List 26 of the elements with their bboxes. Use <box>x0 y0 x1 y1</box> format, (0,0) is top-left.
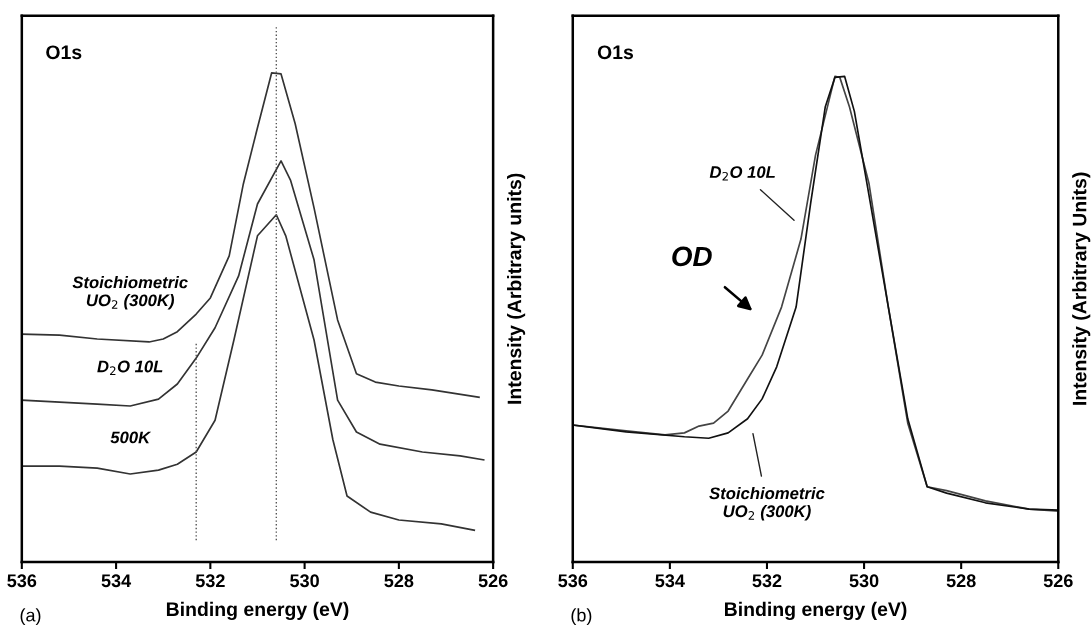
x-tick-label: 534 <box>101 574 132 588</box>
x-tick-label: 536 <box>7 574 37 588</box>
text: Stoichiometric UO$_{2}$ (300K) <box>709 486 825 521</box>
text: (b) <box>571 608 592 626</box>
x-tick-label: 528 <box>946 574 976 588</box>
x-tick-label: 528 <box>384 574 414 588</box>
x-tick-label: 534 <box>655 574 685 588</box>
text: D$_{2}$O 10L <box>709 166 775 181</box>
x-tick-label: 526 <box>478 574 508 588</box>
x-tick-label: 526 <box>1043 574 1073 588</box>
x-tick-label: 536 <box>558 574 588 588</box>
series-label: Stoichiometric UO$_{2}$ (300K) <box>72 276 188 310</box>
text: O1s <box>597 45 634 60</box>
text: (a) <box>20 608 41 626</box>
text: O1s <box>46 45 82 60</box>
x-axis-title: Binding energy (eV) <box>725 601 907 621</box>
x-tick-label: 532 <box>752 574 782 588</box>
x-tick-label: 530 <box>849 574 879 588</box>
series-label: 500K <box>110 431 152 444</box>
x-tick-label: 530 <box>290 574 319 588</box>
annotation: OD <box>672 246 712 267</box>
x-tick-label: 532 <box>195 574 225 588</box>
x-axis-title: Binding energy (eV) <box>166 601 349 621</box>
series-label: D$_{2}$O 10L <box>97 360 163 375</box>
y-axis-title: Intensity (Arbitrary units) <box>507 173 526 404</box>
y-axis-title: Intensity (Arbitrary Units) <box>1072 172 1091 405</box>
